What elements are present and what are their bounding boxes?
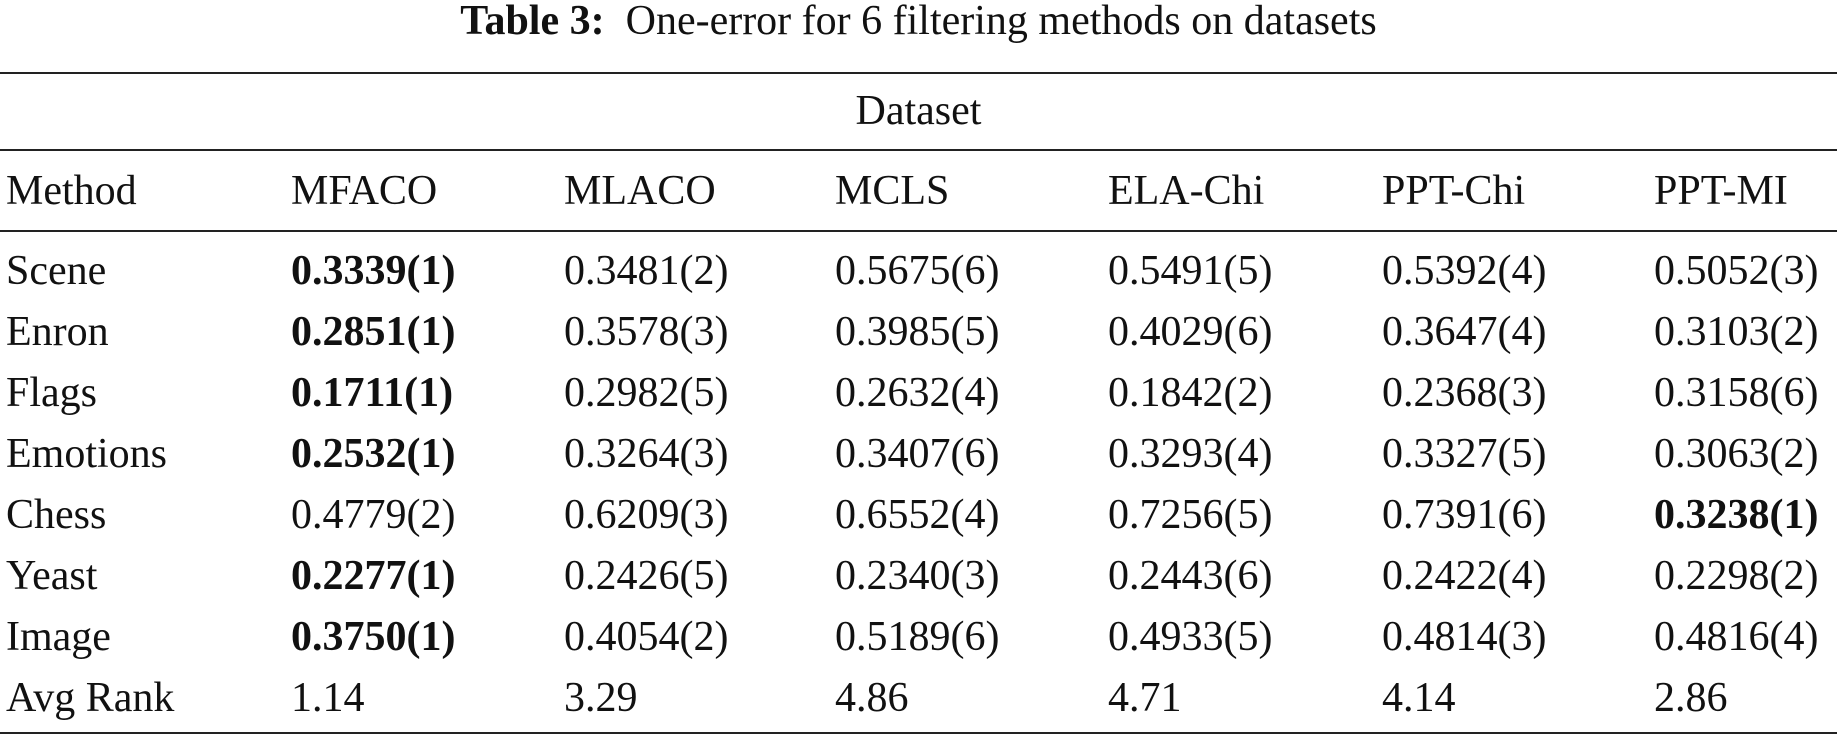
cell: 0.4816(4)	[1654, 614, 1819, 660]
cell: 0.6552(4)	[835, 492, 1000, 538]
cell: 0.3264(3)	[564, 431, 729, 477]
row-label: Avg Rank	[6, 675, 175, 721]
cell: 0.3750(1)	[291, 614, 456, 660]
cell: 0.7391(6)	[1382, 492, 1547, 538]
row-label: Yeast	[6, 553, 98, 599]
column-header: MFACO	[291, 168, 438, 214]
cell: 0.2426(5)	[564, 553, 729, 599]
cell: 0.5675(6)	[835, 248, 1000, 294]
cell: 2.86	[1654, 675, 1728, 721]
bottom-rule	[0, 732, 1837, 734]
row-label: Chess	[6, 492, 107, 538]
cell: 0.2277(1)	[291, 553, 456, 599]
cell: 0.5392(4)	[1382, 248, 1547, 294]
header-rule	[0, 230, 1837, 232]
cell: 0.4029(6)	[1108, 309, 1273, 355]
cell: 0.2298(2)	[1654, 553, 1819, 599]
cell: 0.4814(3)	[1382, 614, 1547, 660]
cell: 0.3238(1)	[1654, 492, 1819, 538]
cell: 0.4054(2)	[564, 614, 729, 660]
row-label: Scene	[6, 248, 107, 294]
cell: 0.7256(5)	[1108, 492, 1273, 538]
title-text: One-error for 6 filtering methods on dat…	[625, 0, 1377, 44]
table-title: Table 3: One-error for 6 filtering metho…	[0, 0, 1837, 42]
cell: 0.3103(2)	[1654, 309, 1819, 355]
row-label: Image	[6, 614, 111, 660]
cell: 4.71	[1108, 675, 1182, 721]
column-header: MLACO	[564, 168, 716, 214]
cell: 0.3339(1)	[291, 248, 456, 294]
cell: 0.3481(2)	[564, 248, 729, 294]
cell: 1.14	[291, 675, 365, 721]
cell: 0.6209(3)	[564, 492, 729, 538]
group-header: Dataset	[855, 88, 982, 134]
cell: 0.2368(3)	[1382, 370, 1547, 416]
cell: 0.3158(6)	[1654, 370, 1819, 416]
cell: 0.3293(4)	[1108, 431, 1273, 477]
cell: 0.5491(5)	[1108, 248, 1273, 294]
column-header: ELA-Chi	[1108, 168, 1265, 214]
row-label: Enron	[6, 309, 109, 355]
row-label: Flags	[6, 370, 98, 416]
cell: 0.3407(6)	[835, 431, 1000, 477]
cell: 0.5189(6)	[835, 614, 1000, 660]
cell: 0.2340(3)	[835, 553, 1000, 599]
cell: 0.3327(5)	[1382, 431, 1547, 477]
column-header: Method	[6, 168, 137, 214]
title-label: Table 3:	[460, 0, 605, 44]
cell: 4.14	[1382, 675, 1456, 721]
cell: 0.3578(3)	[564, 309, 729, 355]
cell: 0.4779(2)	[291, 492, 456, 538]
cell: 0.1842(2)	[1108, 370, 1273, 416]
cell: 0.2982(5)	[564, 370, 729, 416]
cell: 0.4933(5)	[1108, 614, 1273, 660]
cell: 0.1711(1)	[291, 370, 454, 416]
column-header: PPT-MI	[1654, 168, 1788, 214]
cell: 4.86	[835, 675, 909, 721]
mid-rule	[0, 149, 1837, 151]
cell: 0.2632(4)	[835, 370, 1000, 416]
column-header: MCLS	[835, 168, 950, 214]
cell: 0.3985(5)	[835, 309, 1000, 355]
cell: 0.2851(1)	[291, 309, 456, 355]
cell: 0.2532(1)	[291, 431, 456, 477]
cell: 3.29	[564, 675, 638, 721]
cell: 0.2422(4)	[1382, 553, 1547, 599]
column-header: PPT-Chi	[1382, 168, 1526, 214]
cell: 0.2443(6)	[1108, 553, 1273, 599]
cell: 0.3063(2)	[1654, 431, 1819, 477]
cell: 0.3647(4)	[1382, 309, 1547, 355]
row-label: Emotions	[6, 431, 168, 477]
top-rule	[0, 72, 1837, 74]
cell: 0.5052(3)	[1654, 248, 1819, 294]
